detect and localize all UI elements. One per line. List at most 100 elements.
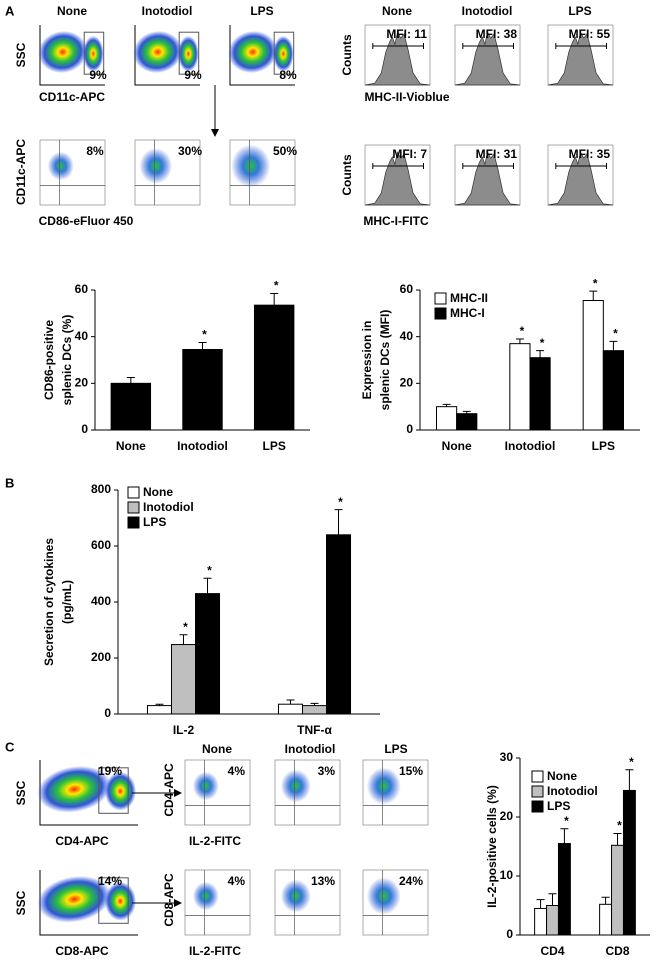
density-blob — [37, 765, 112, 813]
histogram-marker — [372, 43, 424, 49]
density-blob — [228, 30, 278, 74]
gate-percent: 9% — [184, 68, 202, 82]
legend-label: LPS — [547, 799, 570, 813]
condition-label: None — [57, 4, 87, 18]
plot-frame — [229, 139, 296, 206]
axis-label: SSC — [14, 890, 28, 915]
legend-swatch — [531, 770, 544, 783]
axis-label: MHC-II-Vioblue — [364, 90, 449, 104]
condition-label: Inotodiol — [142, 4, 193, 18]
density-blob — [231, 144, 271, 188]
y-tick-label: 400 — [91, 594, 111, 608]
mfi-label: MFI: 35 — [569, 147, 611, 161]
histogram-marker — [555, 43, 607, 49]
density-blob — [192, 881, 219, 911]
y-tick-label: 600 — [91, 538, 111, 552]
axis-label: CD86-positive — [42, 320, 56, 400]
significance-mark: * — [617, 819, 622, 833]
axis-label: CD4-APC — [162, 763, 176, 817]
error-bar — [548, 893, 557, 906]
significance-mark: * — [593, 276, 598, 290]
legend-swatch — [127, 486, 140, 499]
bar — [599, 903, 613, 936]
legend-label: None — [547, 769, 577, 783]
legend-label: LPS — [143, 515, 166, 529]
legend-label: Inotodiol — [143, 500, 194, 514]
error-bar — [334, 509, 343, 535]
bar — [622, 789, 636, 936]
axis-label: CD8-APC — [55, 944, 109, 958]
y-tick-label: 60 — [75, 282, 89, 296]
axis-label: Expression in — [360, 321, 374, 400]
error-bar — [601, 896, 610, 905]
significance-mark: * — [520, 324, 525, 338]
legend-swatch — [127, 501, 140, 514]
plot-frame — [184, 759, 251, 826]
axis-label: Counts — [340, 34, 354, 76]
bar — [146, 705, 172, 715]
mfi-label: MFI: 55 — [569, 27, 611, 41]
axis-label: Counts — [340, 154, 354, 196]
bar — [195, 593, 221, 715]
y-tick-label: 10 — [500, 868, 514, 882]
density-blob — [133, 30, 183, 74]
axis-label: CD86-eFluor 450 — [39, 214, 134, 228]
bar — [182, 349, 223, 431]
histogram-marker — [462, 163, 514, 169]
error-bar — [609, 340, 618, 351]
significance-mark: * — [629, 755, 634, 769]
y-tick-label: 200 — [91, 650, 111, 664]
plot-frame — [39, 139, 106, 206]
error-bar — [310, 702, 319, 706]
error-bar — [625, 769, 634, 791]
plot-frame — [274, 759, 341, 826]
panel-label: B — [5, 475, 14, 490]
significance-mark: * — [183, 620, 188, 634]
bar — [110, 382, 152, 431]
x-tick-label: IL-2 — [173, 723, 195, 737]
panel-label: C — [5, 739, 15, 754]
bar — [436, 406, 458, 431]
significance-mark: * — [202, 328, 207, 342]
histogram — [454, 31, 521, 86]
bar — [582, 300, 604, 431]
bar — [611, 844, 624, 936]
x-tick-label: LPS — [262, 439, 285, 453]
axis-label: IL-2-FITC — [189, 944, 241, 958]
significance-mark: * — [613, 327, 618, 341]
bar — [456, 413, 478, 431]
density-blob — [38, 30, 88, 74]
bar — [509, 343, 531, 431]
plot-frame — [362, 869, 429, 936]
significance-mark: * — [207, 563, 212, 577]
significance-mark: * — [540, 336, 545, 350]
axis-label: IL-2-positive cells (%) — [485, 785, 499, 908]
histogram-marker — [372, 163, 424, 169]
gate-percent: 8% — [279, 68, 297, 82]
error-bar — [462, 410, 471, 414]
y-tick-label: 60 — [400, 282, 414, 296]
gate — [98, 767, 129, 814]
x-tick-label: CD8 — [605, 944, 629, 958]
plot-axes — [229, 25, 295, 86]
x-tick-label: LPS — [592, 439, 615, 453]
legend-swatch — [127, 516, 140, 529]
x-tick-label: None — [442, 439, 472, 453]
quadrant-percent: 24% — [399, 874, 423, 888]
error-bar — [126, 377, 135, 384]
gate-percent: 9% — [89, 68, 107, 82]
plot-axes — [39, 25, 105, 86]
condition-label: LPS — [568, 4, 591, 18]
legend-label: None — [143, 485, 173, 499]
density-blob — [47, 151, 74, 181]
gate — [273, 31, 295, 75]
histogram — [364, 31, 431, 86]
density-blob — [272, 35, 294, 72]
gate-percent: 19% — [98, 764, 122, 778]
y-tick-label: 20 — [500, 809, 514, 823]
condition-label: Inotodiol — [462, 4, 513, 18]
axis-label: CD11c-APC — [39, 90, 105, 104]
gate — [83, 31, 105, 75]
bar — [529, 357, 551, 431]
